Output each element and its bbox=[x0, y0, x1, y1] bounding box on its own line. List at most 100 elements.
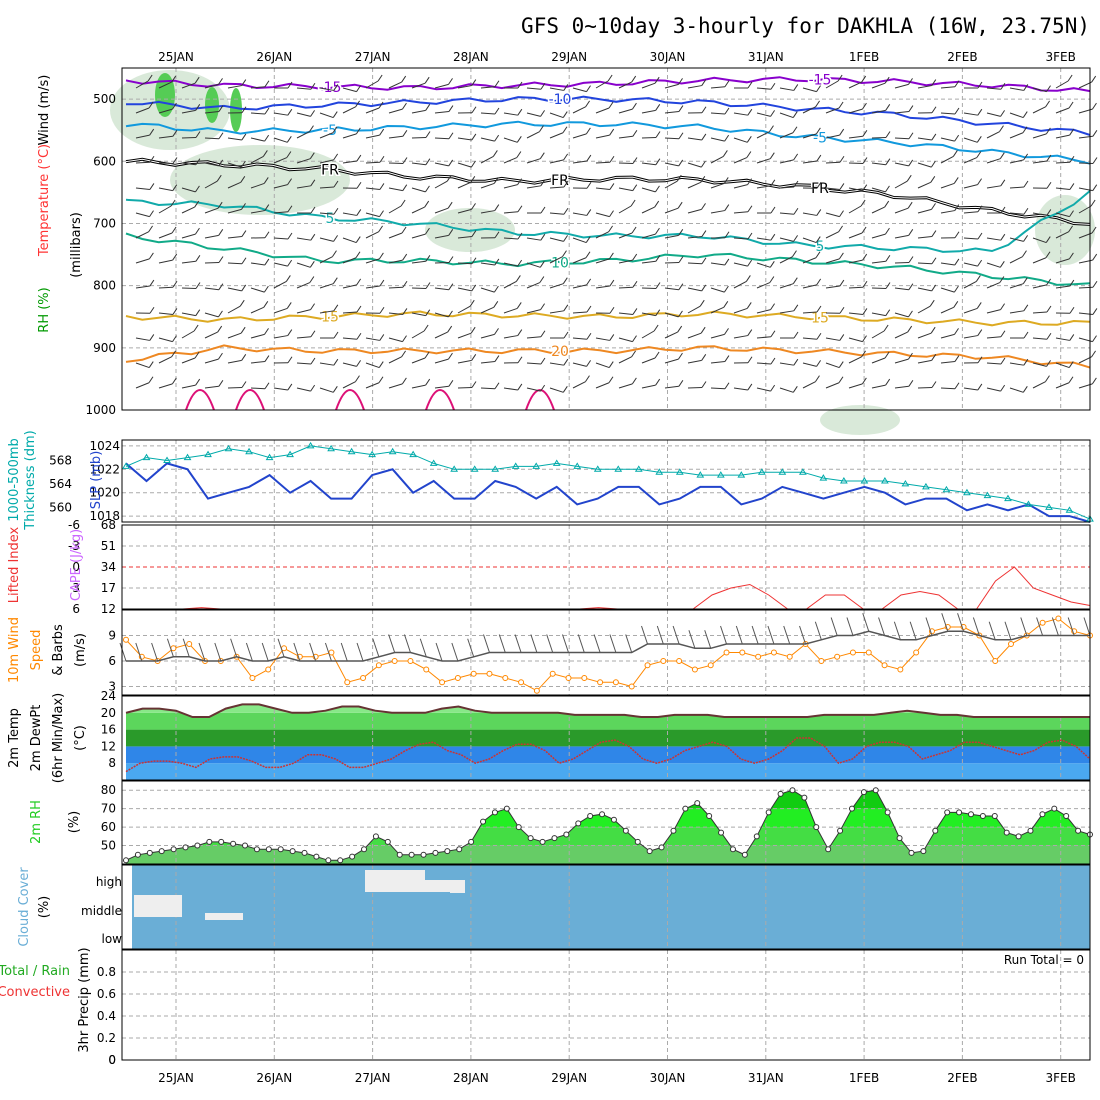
rh-tick-label: 80 bbox=[101, 783, 116, 797]
rh-shading bbox=[1035, 195, 1095, 265]
wind-barb bbox=[986, 387, 1001, 392]
thickness-marker bbox=[839, 477, 848, 484]
slp-tick-label: 1020 bbox=[89, 486, 120, 500]
wind-barb-flag bbox=[1000, 179, 1006, 187]
thickness-marker bbox=[942, 485, 951, 493]
wind-barb bbox=[894, 207, 909, 214]
thickness-marker bbox=[819, 474, 828, 481]
wind-barb-flag bbox=[517, 356, 523, 364]
wind-barb-flag bbox=[1046, 181, 1052, 189]
wind-speed-marker bbox=[407, 658, 414, 664]
wind-barb-flag bbox=[148, 225, 153, 233]
wind-barb bbox=[319, 256, 333, 264]
surface-isotherm bbox=[235, 389, 265, 411]
wind-barb-flag bbox=[678, 159, 684, 167]
wind-barb-flag bbox=[287, 205, 293, 213]
wind-barb-flag bbox=[356, 305, 362, 313]
wind-barb-flag bbox=[862, 335, 867, 342]
wind-barb-flag bbox=[930, 176, 936, 183]
wind-barb bbox=[572, 284, 587, 289]
wind-barb-10m bbox=[530, 634, 538, 653]
wind-barb bbox=[388, 135, 403, 139]
wind-barb bbox=[595, 382, 610, 389]
wind-barb bbox=[917, 287, 932, 292]
wind-speed-line bbox=[125, 617, 1091, 692]
wind-barb bbox=[480, 306, 494, 314]
wind-barb-flag bbox=[699, 299, 705, 307]
wind-barb bbox=[963, 387, 978, 391]
wind-barb-flag bbox=[1046, 154, 1052, 162]
wind-barb bbox=[158, 135, 173, 139]
wind-barb-flag bbox=[218, 132, 224, 140]
thickness-marker bbox=[1045, 503, 1053, 510]
wind-barb bbox=[273, 157, 288, 164]
wind-barb bbox=[687, 359, 702, 364]
wind-barb-flag bbox=[149, 306, 155, 314]
wind-barb bbox=[250, 287, 265, 293]
wind-barb-flag bbox=[770, 82, 776, 90]
wind-speed-marker bbox=[423, 666, 430, 673]
thickness-marker bbox=[881, 477, 889, 484]
thickness-tick-label: 568 bbox=[49, 454, 72, 468]
wind-barb bbox=[296, 112, 311, 117]
wind-barb-10m bbox=[356, 642, 364, 662]
wind-barb-flag bbox=[264, 107, 270, 115]
wind-barb-10m bbox=[483, 634, 490, 653]
wind-barb-flag bbox=[287, 232, 293, 240]
wind-barb-flag bbox=[356, 154, 362, 162]
wind-barb-flag bbox=[632, 308, 638, 315]
wind-barb-flag bbox=[262, 150, 268, 157]
wind-barb bbox=[894, 83, 909, 89]
wind-barb-flag bbox=[609, 334, 615, 341]
wind-barb bbox=[342, 362, 357, 367]
wind-barb-flag bbox=[356, 209, 362, 216]
wind-barb bbox=[641, 330, 655, 339]
thickness-marker bbox=[163, 456, 171, 463]
wind-barb-flag bbox=[655, 282, 661, 289]
wind-barb-flag bbox=[285, 275, 291, 282]
wind-barb-flag bbox=[148, 101, 154, 109]
wind-barb bbox=[871, 384, 886, 389]
rh-marker bbox=[230, 840, 237, 847]
isotherm-line-inner bbox=[125, 158, 1091, 225]
wind-barb-flag bbox=[1069, 334, 1075, 341]
wind-barb bbox=[1055, 161, 1071, 164]
wind-barb-flag bbox=[1069, 279, 1075, 287]
wind-barb-flag bbox=[724, 355, 730, 362]
wind-barb bbox=[250, 387, 266, 390]
temp-minmax-label: (6hr Min/Max) bbox=[51, 693, 66, 783]
wind-barb-flag bbox=[930, 326, 936, 334]
wind-barb-flag bbox=[355, 127, 361, 135]
wind-barb bbox=[779, 387, 794, 393]
wind-barb-flag bbox=[517, 108, 523, 116]
wind-barb-flag bbox=[839, 279, 845, 287]
wind-barb-flag bbox=[172, 280, 178, 288]
wind-barb bbox=[296, 282, 311, 289]
wind-barb-flag bbox=[401, 350, 406, 358]
wind-barb bbox=[756, 336, 771, 339]
wind-barb bbox=[204, 207, 219, 214]
wind-barb-flag bbox=[701, 79, 707, 86]
wind-barb bbox=[296, 158, 311, 164]
wind-barb bbox=[1078, 356, 1092, 364]
wind-speed-marker bbox=[470, 670, 477, 677]
rh-marker bbox=[277, 846, 284, 853]
wind-barb bbox=[388, 337, 403, 343]
wind-barb bbox=[342, 284, 357, 289]
wind-barb bbox=[388, 312, 403, 315]
wind-barb bbox=[664, 137, 680, 140]
wind-barb bbox=[526, 87, 541, 90]
wind-barb-flag bbox=[356, 85, 361, 92]
wind-tick-label: 3 bbox=[108, 680, 116, 694]
cloud-tick-label: middle bbox=[81, 904, 122, 918]
wind-barb bbox=[664, 312, 679, 318]
isotherm-line bbox=[125, 310, 1091, 327]
wind-speed-marker bbox=[265, 666, 272, 673]
wind-barb-flag bbox=[194, 76, 200, 84]
wind-barb bbox=[1009, 212, 1024, 215]
wind-barb-flag bbox=[816, 332, 822, 340]
wind-speed-marker bbox=[992, 658, 999, 664]
wind-barb-flag bbox=[425, 378, 431, 386]
wind-barb-flag bbox=[724, 382, 730, 390]
wind-barb bbox=[227, 137, 242, 141]
